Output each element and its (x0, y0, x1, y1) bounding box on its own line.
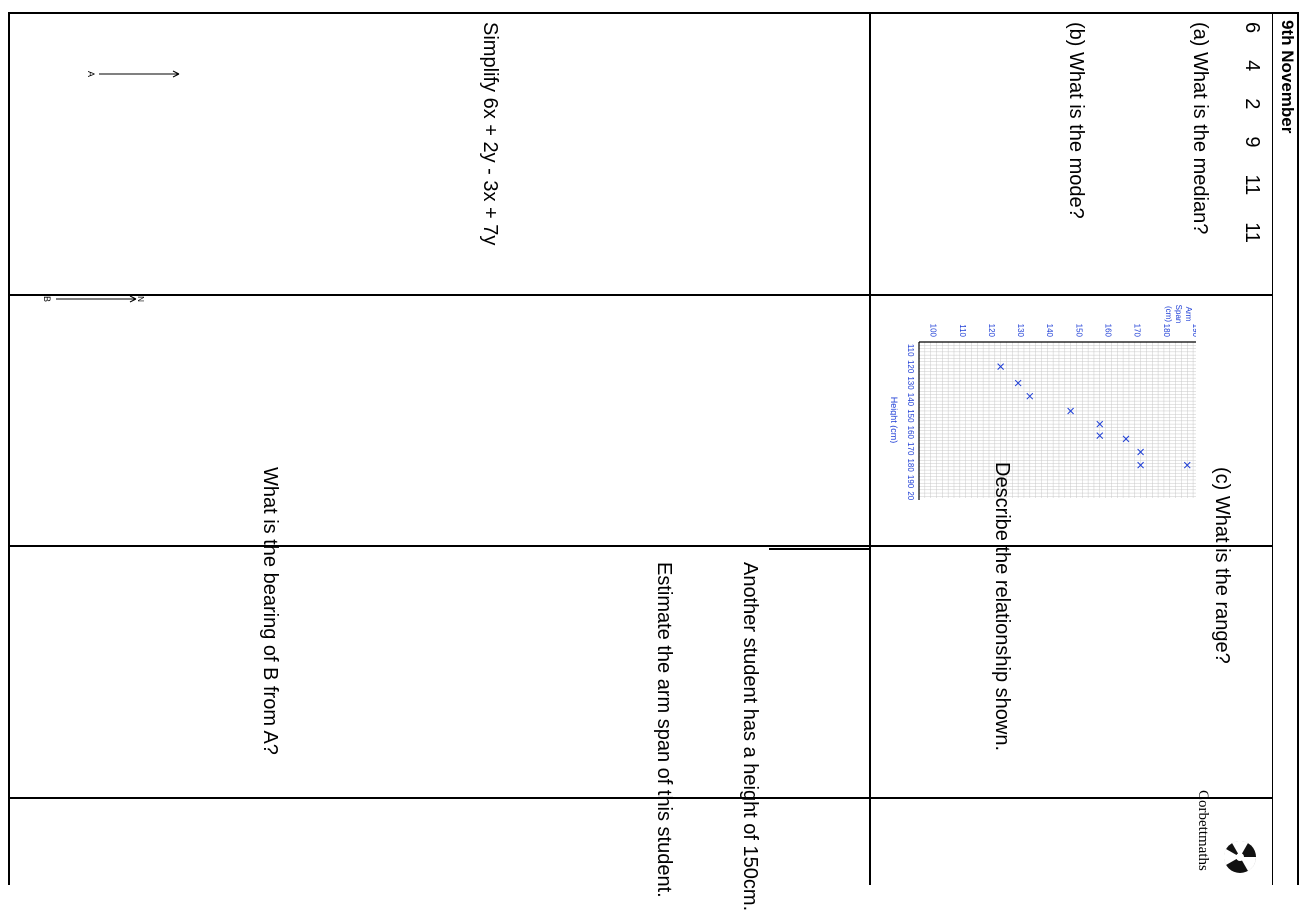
x-tick-label: 200 (906, 491, 915, 500)
scatter-svg: 110 120 130 140 150 160 170 180 190 200 100 110 120 1… (889, 305, 1200, 506)
relationship-question: Describe the relationship shown. (991, 462, 1013, 752)
left-border (8, 12, 1299, 14)
corbettmaths-logo (1223, 840, 1257, 874)
estimate-line-2: Estimate the arm span of this student. (653, 562, 675, 898)
question-mode: (b) What is the mode? (1065, 22, 1087, 219)
bottom-border (8, 12, 10, 885)
y-axis-label: Arm (1184, 307, 1193, 322)
x-tick-label: 190 (906, 475, 915, 489)
simplify-question: Simplify 6x + 2y - 3x + 7y (479, 22, 501, 246)
y-axis-label: Span (1174, 305, 1183, 324)
data-point (997, 363, 1004, 370)
col-divider-3 (8, 797, 1273, 799)
data-point (1183, 461, 1191, 469)
x-tick-label: 170 (906, 442, 915, 456)
header-rule (1272, 12, 1273, 885)
inner-divider (769, 548, 869, 550)
col-divider-2 (8, 545, 1273, 547)
number-item: 2 (1241, 98, 1263, 110)
x-tick-label: 180 (906, 458, 915, 472)
bearing-question: What is the bearing of B from A? (259, 467, 281, 755)
question-median: (a) What is the median? (1189, 22, 1211, 235)
number-list: 6 4 2 9 11 11 (1240, 22, 1263, 270)
number-item: 11 (1241, 222, 1263, 244)
data-point (1067, 407, 1074, 415)
y-tick-label: 110 (958, 324, 967, 337)
y-tick-label: 100 (929, 324, 938, 338)
x-tick-label: 160 (906, 426, 915, 440)
data-point (1026, 392, 1034, 400)
estimate-line-1: Another student has a height of 150cm. (739, 562, 761, 911)
x-tick-label: 140 (906, 393, 915, 407)
x-tick-label: 120 (906, 360, 915, 374)
data-point (1137, 461, 1144, 469)
page-title: 9th November (1278, 20, 1297, 134)
col-divider-1 (8, 294, 1273, 296)
worksheet-page: 9th November 6 4 2 9 11 11 (a) What is the me… (8, 12, 1299, 911)
row-divider (869, 12, 871, 885)
y-axis-label: (cm) (1164, 306, 1173, 322)
top-border (1297, 12, 1299, 885)
scatter-graph: 110 120 130 140 150 160 170 180 190 200 100 110 120 1… (889, 300, 1200, 506)
bearing-diagram: N N A B (21, 60, 188, 320)
y-tick-label: 190 (1191, 324, 1196, 338)
point-a-label: A (86, 71, 96, 77)
number-item: 4 (1241, 60, 1263, 72)
north-label-b: N (136, 296, 145, 302)
x-tick-label: 150 (906, 409, 915, 423)
x-tick-label: 110 (906, 344, 915, 357)
y-tick-label: 170 (1133, 324, 1142, 338)
number-item: 6 (1241, 22, 1263, 34)
y-tick-label: 120 (987, 324, 996, 338)
data-point (1137, 448, 1144, 456)
data-point (1096, 420, 1104, 428)
y-tick-label: 140 (1045, 324, 1054, 338)
data-point (1122, 435, 1130, 443)
brand-name: Corbettmaths (1195, 790, 1211, 871)
question-range: (c) What is the range? (1211, 467, 1233, 664)
y-tick-label: 130 (1016, 324, 1025, 338)
y-tick-label: 160 (1104, 324, 1113, 338)
y-tick-label: 150 (1074, 324, 1083, 338)
y-tick-label: 180 (1162, 324, 1171, 338)
data-point (1096, 432, 1104, 439)
data-point (1014, 379, 1022, 387)
number-item: 11 (1241, 174, 1263, 196)
point-b-label: B (42, 296, 52, 302)
number-item: 9 (1241, 136, 1263, 148)
x-axis-label: Height (cm) (890, 397, 899, 444)
x-tick-label: 130 (906, 376, 915, 390)
north-label-a: N (179, 71, 181, 77)
